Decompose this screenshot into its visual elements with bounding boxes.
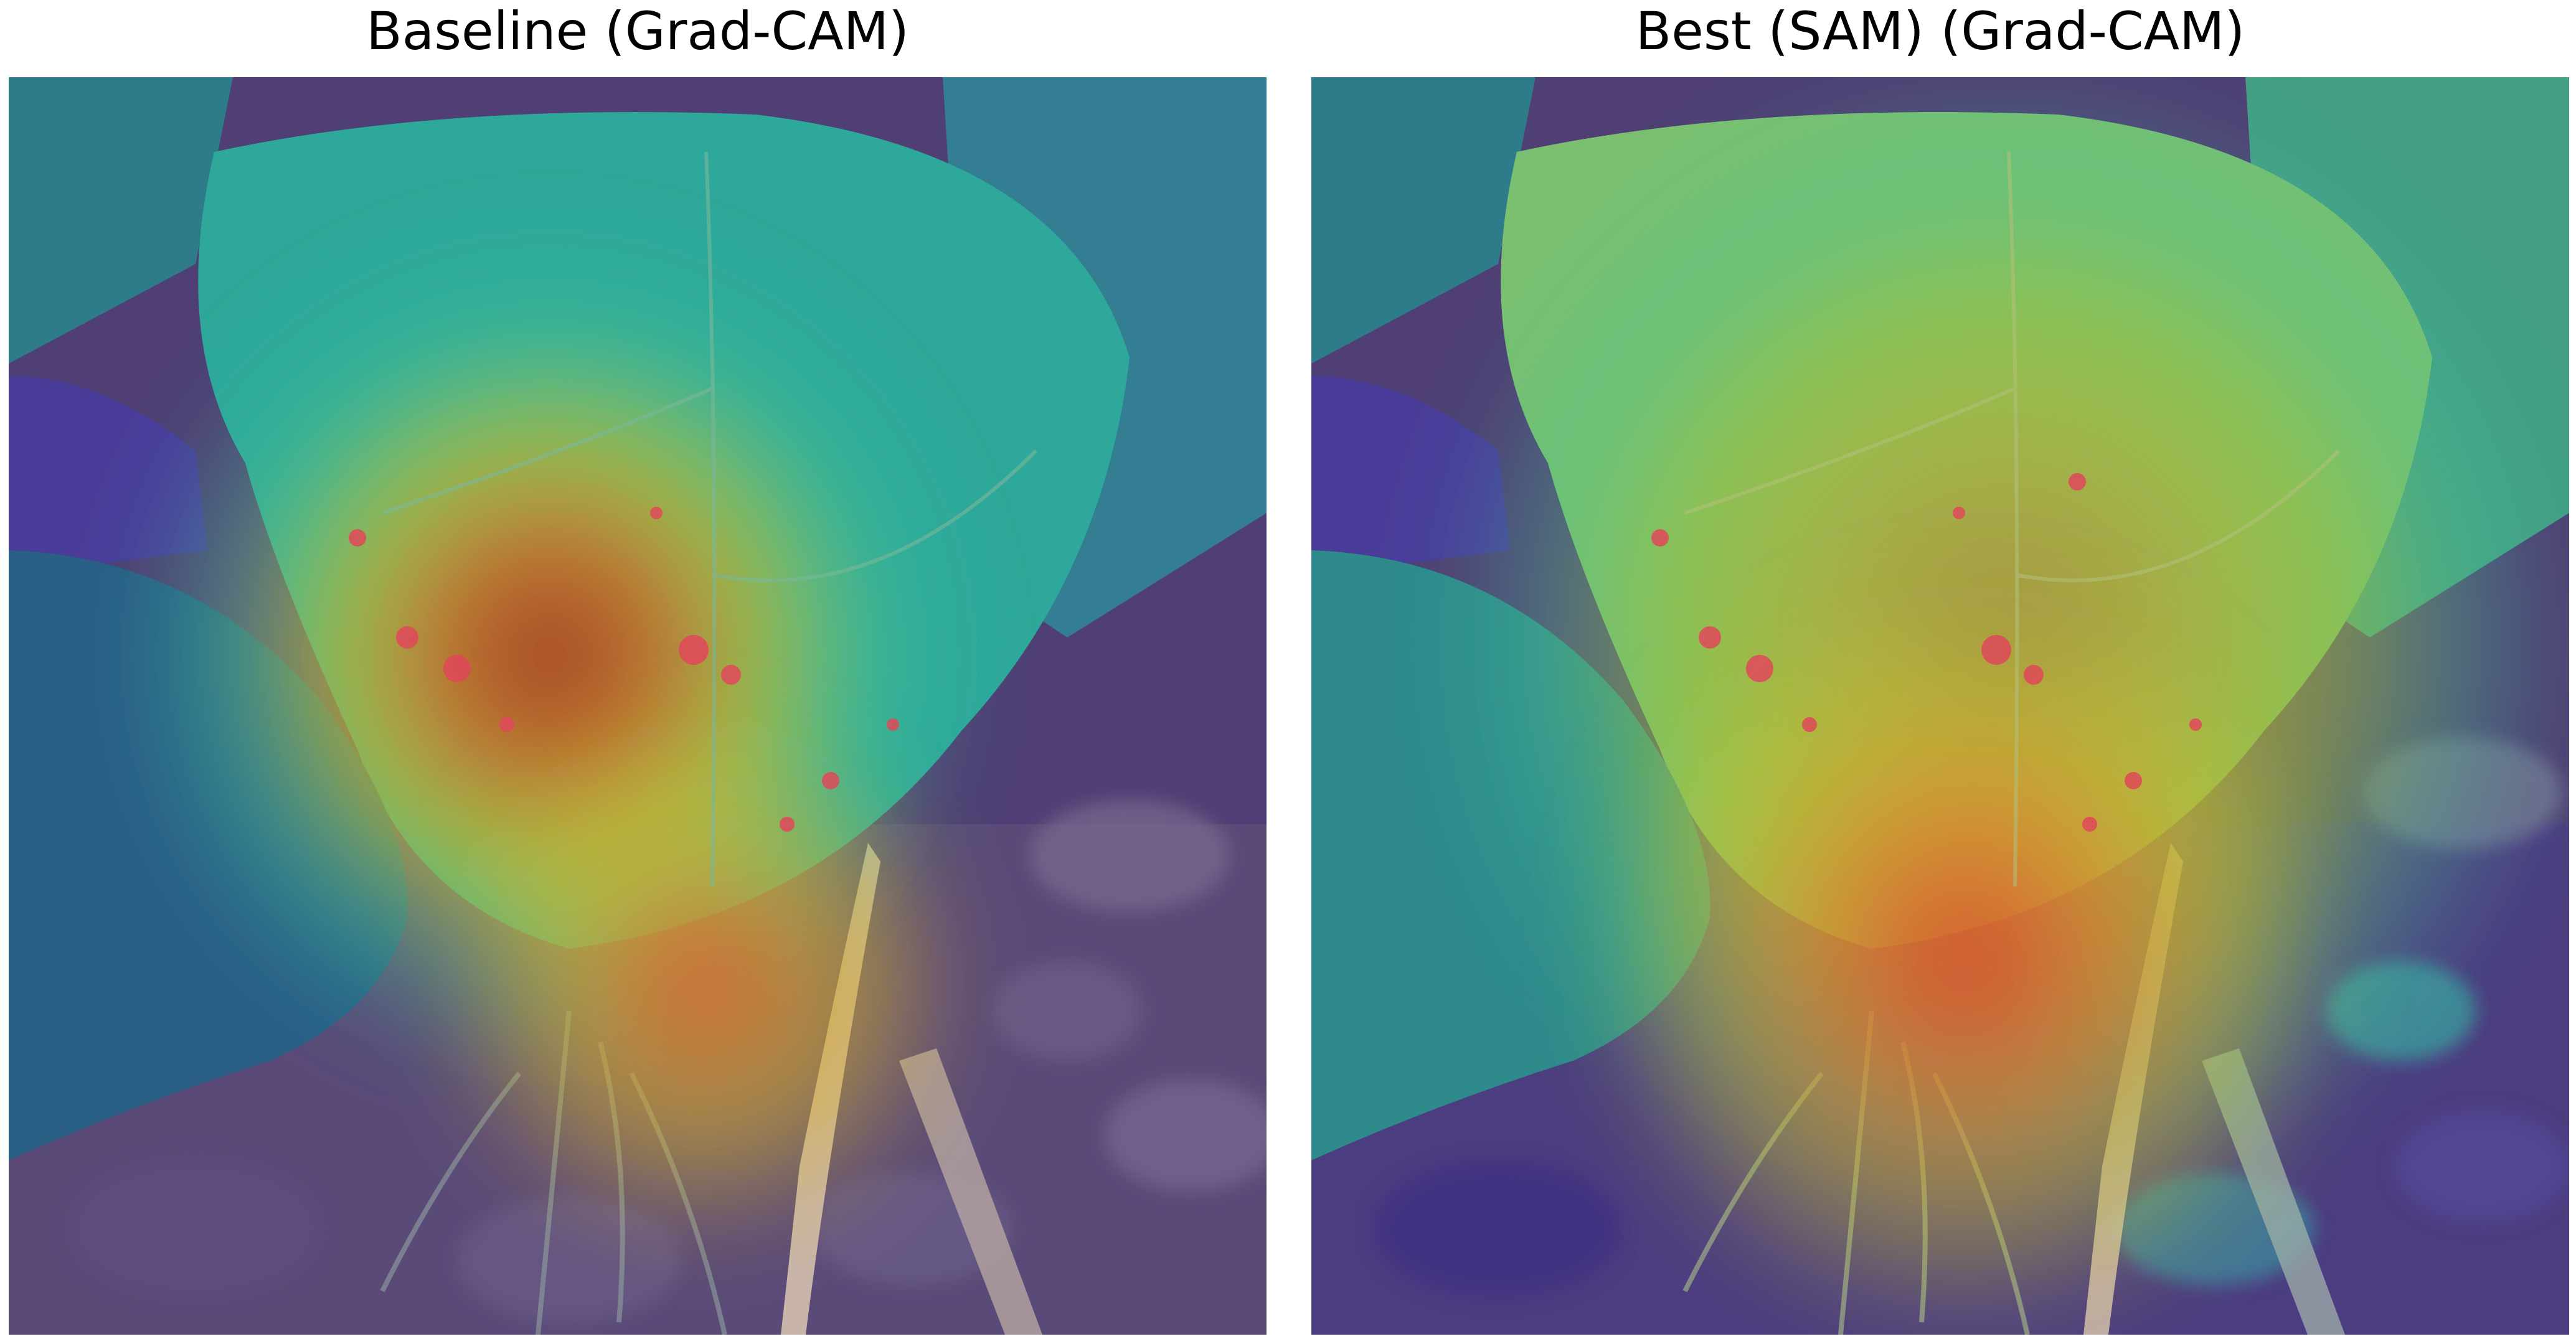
best-sam-panel-title: Best (SAM) (Grad-CAM) [1311, 0, 2569, 68]
baseline-panel-title: Baseline (Grad-CAM) [9, 0, 1267, 68]
baseline-gradcam-image [9, 77, 1267, 1335]
best-sam-gradcam-image [1311, 77, 2569, 1335]
